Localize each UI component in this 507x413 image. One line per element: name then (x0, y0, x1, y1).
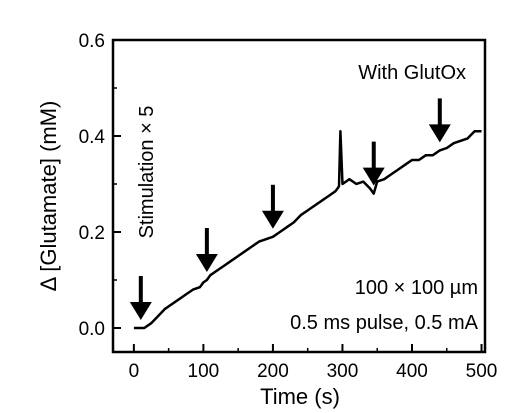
x-tick-label: 0 (129, 361, 140, 382)
stimulation-arrow (195, 228, 218, 272)
y-tick-label: 0.6 (79, 31, 105, 52)
x-tick-label: 400 (396, 361, 428, 382)
stimulation-arrow (428, 98, 451, 143)
tick-group (113, 39, 483, 352)
y-axis-label: Δ [Glutamate] (mM) (36, 101, 61, 292)
condition-label: With GlutOx (358, 62, 466, 84)
pulse-label: 0.5 ms pulse, 0.5 mA (290, 312, 479, 334)
y-tick-label: 0.0 (79, 319, 105, 340)
stimulation-arrow (129, 276, 152, 320)
area-label: 100 × 100 µm (355, 277, 478, 299)
stimulation-arrow (261, 184, 284, 229)
x-tick-label: 100 (188, 361, 220, 382)
x-tick-labels: 0 100 200 300 400 500 (129, 361, 498, 382)
stimulation-label: Stimulation × 5 (136, 106, 158, 239)
stimulation-arrows (129, 98, 451, 320)
x-tick-label: 200 (257, 361, 289, 382)
y-tick-label: 0.4 (79, 127, 106, 148)
plot-frame (111, 38, 487, 354)
y-tick-labels: 0.0 0.2 0.4 0.6 (79, 31, 106, 340)
x-axis-label: Time (s) (260, 384, 340, 409)
x-tick-label: 500 (466, 361, 498, 382)
stimulation-arrow (362, 141, 385, 186)
glutamate-trace (133, 129, 482, 330)
x-tick-label: 300 (327, 361, 359, 382)
y-tick-label: 0.2 (79, 223, 105, 244)
